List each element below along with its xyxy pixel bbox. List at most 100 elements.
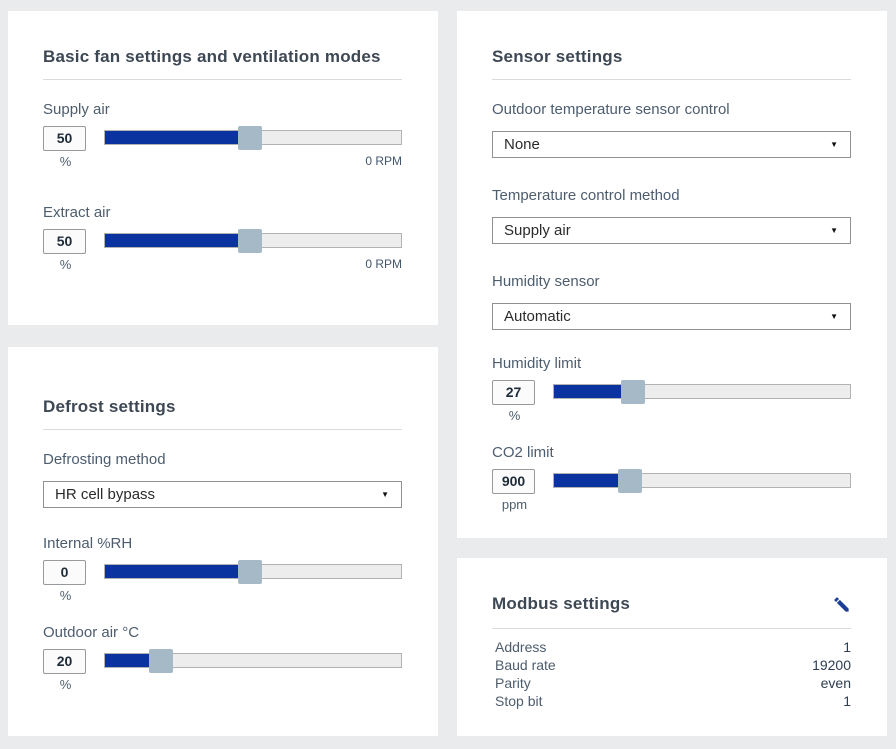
humidity-sensor-select[interactable]: Automatic ▼ [492,303,851,330]
slider-fill [105,234,251,247]
fan-settings-card: Basic fan settings and ventilation modes… [8,11,438,325]
outdoor-air-group: Outdoor air °C 20 % [43,625,402,692]
defrost-settings-card: Defrost settings Defrosting method HR ce… [8,347,438,736]
slider-fill [105,131,251,144]
supply-air-value-input[interactable]: 50 [43,125,86,151]
supply-air-label: Supply air [43,101,110,118]
divider [492,79,851,80]
table-row: Address 1 [492,638,851,656]
modbus-settings-title: Modbus settings [492,594,631,613]
table-row: Stop bit 1 [492,692,851,710]
modbus-baudrate-label: Baud rate [495,657,556,673]
supply-air-slider[interactable] [104,125,402,151]
co2-limit-label: CO2 limit [492,444,554,461]
internal-rh-group: Internal %RH 0 % [43,536,402,603]
supply-air-rpm: 0 RPM [365,154,402,168]
humidity-sensor-label: Humidity sensor [492,273,600,290]
defrost-settings-title: Defrost settings [43,397,176,416]
internal-rh-value-input[interactable]: 0 [43,559,86,585]
extract-air-label: Extract air [43,204,111,221]
co2-limit-value-input[interactable]: 900 [492,468,535,494]
sensor-settings-title: Sensor settings [492,47,623,66]
extract-air-group: Extract air 50 % 0 RPM [43,205,402,272]
modbus-parity-label: Parity [495,675,531,691]
defrosting-method-label: Defrosting method [43,451,166,468]
defrosting-method-select[interactable]: HR cell bypass ▼ [43,481,402,508]
defrosting-method-value: HR cell bypass [55,486,156,503]
internal-rh-label: Internal %RH [43,535,133,552]
co2-limit-slider[interactable] [553,468,851,494]
modbus-settings-card: Modbus settings Address 1 Baud rate 1920… [457,558,887,736]
humidity-sensor-value: Automatic [504,308,571,325]
slider-handle[interactable] [621,380,646,404]
extract-air-unit: % [59,257,72,272]
co2-limit-group: CO2 limit 900 ppm [492,445,851,512]
humidity-limit-group: Humidity limit 27 % [492,356,851,423]
outdoor-air-label: Outdoor air °C [43,624,140,641]
outdoor-air-value-input[interactable]: 20 [43,648,86,674]
outdoor-air-subrow: % [43,677,402,692]
supply-air-row: 50 [43,125,402,151]
temp-control-method-label: Temperature control method [492,187,680,204]
table-row: Parity even [492,674,851,692]
extract-air-value-input[interactable]: 50 [43,228,86,254]
outdoor-temp-sensor-value: None [504,136,540,153]
slider-track [553,384,851,399]
supply-air-group: Supply air 50 % 0 RPM [43,102,402,169]
temp-control-method-value: Supply air [504,222,571,239]
slider-handle[interactable] [618,469,643,493]
outdoor-temp-sensor-select[interactable]: None ▼ [492,131,851,158]
modbus-address-label: Address [495,639,547,655]
sensor-settings-card: Sensor settings Outdoor temperature sens… [457,11,887,538]
internal-rh-row: 0 [43,559,402,585]
slider-fill [105,565,251,578]
humidity-limit-label: Humidity limit [492,355,582,372]
modbus-stopbit-label: Stop bit [495,693,543,709]
right-column: Sensor settings Outdoor temperature sens… [457,11,887,736]
slider-fill [554,474,631,487]
extract-air-slider[interactable] [104,228,402,254]
humidity-limit-row: 27 [492,379,851,405]
supply-air-subrow: % 0 RPM [43,154,402,169]
left-column: Basic fan settings and ventilation modes… [8,11,438,736]
modbus-header: Modbus settings [492,594,851,614]
modbus-address-value: 1 [843,639,851,655]
divider [43,79,402,80]
slider-track [553,473,851,488]
chevron-down-icon: ▼ [830,139,838,149]
co2-limit-subrow: ppm [492,497,851,512]
humidity-limit-subrow: % [492,408,851,423]
fan-settings-title: Basic fan settings and ventilation modes [43,47,381,66]
temp-control-method-select[interactable]: Supply air ▼ [492,217,851,244]
humidity-limit-value-input[interactable]: 27 [492,379,535,405]
edit-pencil-icon[interactable] [832,595,851,614]
chevron-down-icon: ▼ [381,489,389,499]
internal-rh-subrow: % [43,588,402,603]
extract-air-row: 50 [43,228,402,254]
modbus-stopbit-value: 1 [843,693,851,709]
internal-rh-slider[interactable] [104,559,402,585]
co2-limit-row: 900 [492,468,851,494]
slider-fill [554,385,634,398]
outdoor-temp-sensor-label: Outdoor temperature sensor control [492,101,730,118]
modbus-table: Address 1 Baud rate 19200 Parity even St… [492,638,851,710]
slider-track [104,653,402,668]
chevron-down-icon: ▼ [830,225,838,235]
outdoor-air-slider[interactable] [104,648,402,674]
divider [492,628,851,629]
humidity-limit-slider[interactable] [553,379,851,405]
extract-air-subrow: % 0 RPM [43,257,402,272]
supply-air-unit: % [59,154,72,169]
slider-fill [105,654,162,667]
slider-handle[interactable] [238,560,263,584]
chevron-down-icon: ▼ [830,311,838,321]
slider-handle[interactable] [148,649,173,673]
slider-handle[interactable] [238,229,263,253]
divider [43,429,402,430]
internal-rh-unit: % [59,588,72,603]
modbus-parity-value: even [820,675,851,691]
slider-handle[interactable] [238,126,263,150]
extract-air-rpm: 0 RPM [365,257,402,271]
co2-limit-unit: ppm [501,497,528,512]
